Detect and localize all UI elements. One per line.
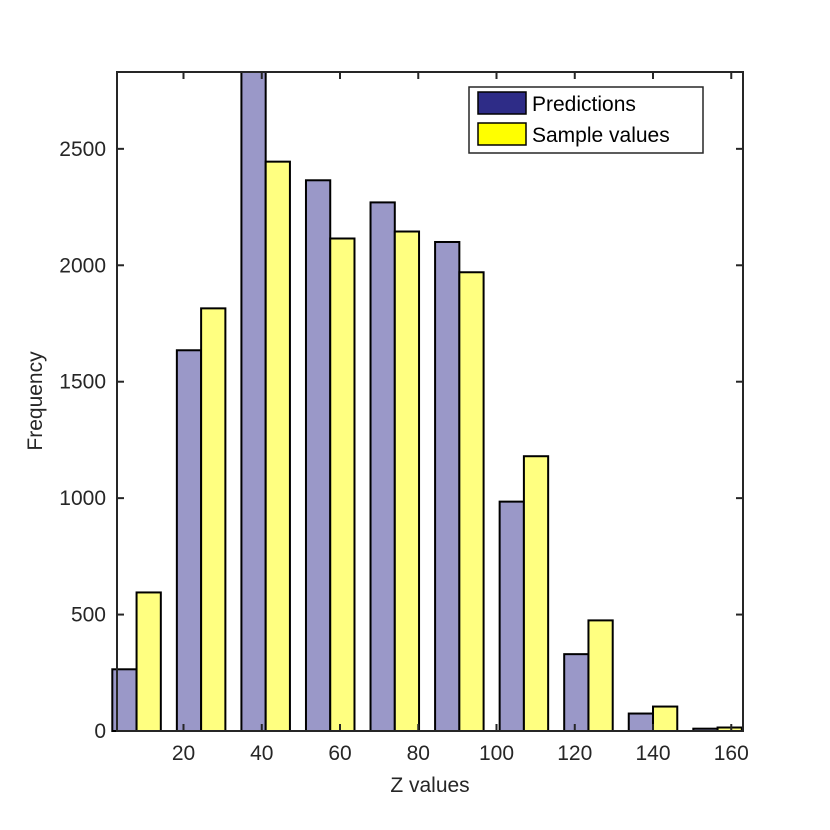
- bar-sample-values-5: [458, 271, 485, 732]
- bar-predictions-8: [627, 712, 655, 733]
- bar-sample-values-1: [200, 307, 227, 732]
- x-tick-label: 100: [479, 742, 514, 765]
- x-tick-label: 160: [714, 742, 749, 765]
- bar-sample-values-0: [135, 591, 162, 733]
- bar-sample-values-8: [652, 705, 679, 733]
- bar-sample-values-2: [264, 160, 291, 733]
- bar-predictions-0: [111, 668, 138, 732]
- legend-label-predictions: Predictions: [532, 93, 636, 116]
- x-tick-label: 40: [250, 742, 273, 765]
- bar-predictions-6: [498, 500, 525, 732]
- y-tick-label: 1500: [59, 371, 106, 394]
- legend-swatch-predictions: [477, 91, 527, 115]
- x-tick-label: 60: [328, 742, 351, 765]
- bar-predictions-2: [240, 71, 267, 732]
- y-axis-label: Frequency: [24, 351, 47, 451]
- bar-predictions-7: [563, 653, 590, 732]
- legend-swatch-sample-values: [477, 122, 527, 146]
- x-tick-label: 120: [557, 742, 592, 765]
- bar-sample-values-6: [522, 455, 550, 732]
- y-tick-label: 1000: [59, 487, 106, 510]
- bar-predictions-5: [434, 240, 461, 732]
- axes-box: [116, 71, 744, 732]
- bar-predictions-1: [175, 349, 203, 732]
- legend-label-sample-values: Sample values: [532, 124, 670, 147]
- legend: Predictions Sample values: [468, 86, 704, 154]
- y-tick-label: 500: [71, 604, 106, 627]
- bar-predictions-4: [369, 201, 396, 732]
- bar-sample-values-4: [393, 230, 421, 733]
- y-tick-label: 2000: [59, 254, 106, 277]
- bars-layer: [111, 71, 743, 733]
- x-tick-label: 80: [407, 742, 430, 765]
- y-tick-label: 0: [94, 720, 106, 743]
- x-axis-label: Z values: [390, 774, 469, 797]
- bar-sample-values-3: [329, 237, 356, 732]
- tick-labels-layer: 20 40 60 80 100 120 140 160 0 500 1000 1500 2000 2500: [59, 138, 749, 765]
- x-tick-label: 20: [172, 742, 195, 765]
- bar-predictions-3: [304, 179, 332, 732]
- y-tick-label: 2500: [59, 138, 106, 161]
- x-tick-label: 140: [635, 742, 670, 765]
- bar-sample-values-7: [587, 619, 614, 732]
